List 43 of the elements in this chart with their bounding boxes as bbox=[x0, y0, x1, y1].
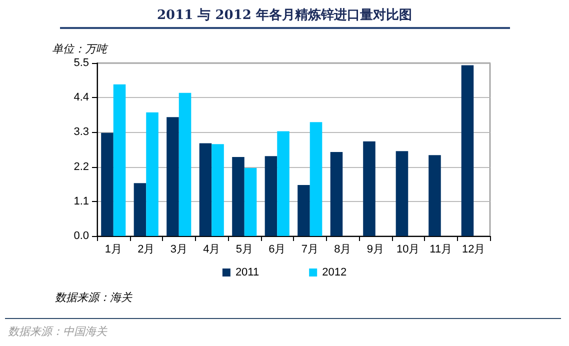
bar bbox=[363, 141, 376, 236]
bar bbox=[330, 152, 343, 236]
x-tick-label: 6月 bbox=[268, 244, 286, 256]
x-tick-label: 9月 bbox=[366, 244, 384, 256]
x-tick-label: 4月 bbox=[203, 244, 220, 256]
x-tick-label: 7月 bbox=[301, 244, 318, 256]
y-tick-label: 5.5 bbox=[74, 57, 89, 69]
x-tick-label: 1月 bbox=[104, 244, 122, 256]
y-tick-label: 1.1 bbox=[74, 195, 89, 208]
x-tick-label: 2月 bbox=[138, 244, 155, 256]
bar bbox=[232, 157, 244, 236]
bar bbox=[113, 84, 126, 236]
bar bbox=[166, 117, 179, 236]
bar bbox=[396, 151, 408, 236]
bar bbox=[199, 143, 212, 236]
bar bbox=[101, 132, 114, 236]
legend-label: 2012 bbox=[322, 266, 347, 278]
bar bbox=[277, 131, 290, 236]
bar bbox=[428, 155, 441, 236]
source-note: 数据来源：中国海关 bbox=[8, 324, 107, 339]
x-tick-label: 10月 bbox=[396, 244, 420, 256]
x-tick-label: 11月 bbox=[430, 244, 452, 256]
y-axis-title: 单位：万吨 bbox=[52, 42, 109, 56]
bar bbox=[212, 144, 224, 236]
legend-label: 2011 bbox=[235, 266, 260, 278]
source-note: 数据来源：海关 bbox=[55, 290, 132, 305]
x-tick-label: 12月 bbox=[462, 244, 486, 256]
bar bbox=[134, 183, 146, 236]
x-tick-label: 3月 bbox=[170, 244, 188, 256]
bar bbox=[298, 185, 310, 236]
bar bbox=[310, 122, 322, 236]
y-tick-label: 0.0 bbox=[74, 230, 89, 242]
y-tick-label: 4.4 bbox=[74, 92, 89, 104]
y-tick-label: 3.3 bbox=[74, 126, 89, 138]
bar bbox=[146, 112, 158, 236]
chart-title: 2011 与 2012 年各月精炼锌进口量对比图 bbox=[156, 7, 413, 24]
bar bbox=[264, 156, 278, 236]
x-tick-label: 8月 bbox=[334, 244, 352, 256]
bar bbox=[461, 65, 474, 236]
bar bbox=[244, 168, 257, 236]
y-tick-label: 2.2 bbox=[74, 160, 89, 173]
bar bbox=[178, 92, 192, 236]
x-tick-label: 5月 bbox=[236, 244, 253, 256]
